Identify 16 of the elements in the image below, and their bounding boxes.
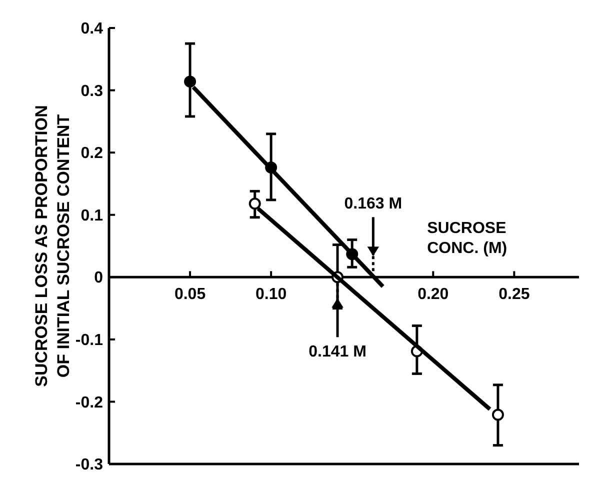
y-tick-label: -0.2 [75,394,104,412]
x-axis-title: SUCROSE CONC. (M) [427,220,508,258]
y-tick-label: 0.2 [80,145,104,162]
y-tick-label: 0.4 [80,20,104,38]
x-tick-label: 0.10 [256,286,287,304]
ref-line-label: 0.141 M [308,344,366,361]
y-tick-label: -0.3 [75,456,104,474]
y-tick-label: 0 [94,270,104,287]
x-tick-label: 0.20 [418,286,449,304]
x-tick-label: 0.05 [174,286,206,304]
x-tick-label: 0.25 [498,286,530,304]
y-axis-title: SUCROSE LOSS AS PROPORTION OF INITIAL SUCROSE CONTENT [32,105,73,387]
y-tick-label: 0.1 [80,207,104,224]
ref-line-label: 0.163 M [344,196,402,213]
y-tick-label: -0.1 [75,332,104,350]
y-tick-label: 0.3 [80,82,104,100]
